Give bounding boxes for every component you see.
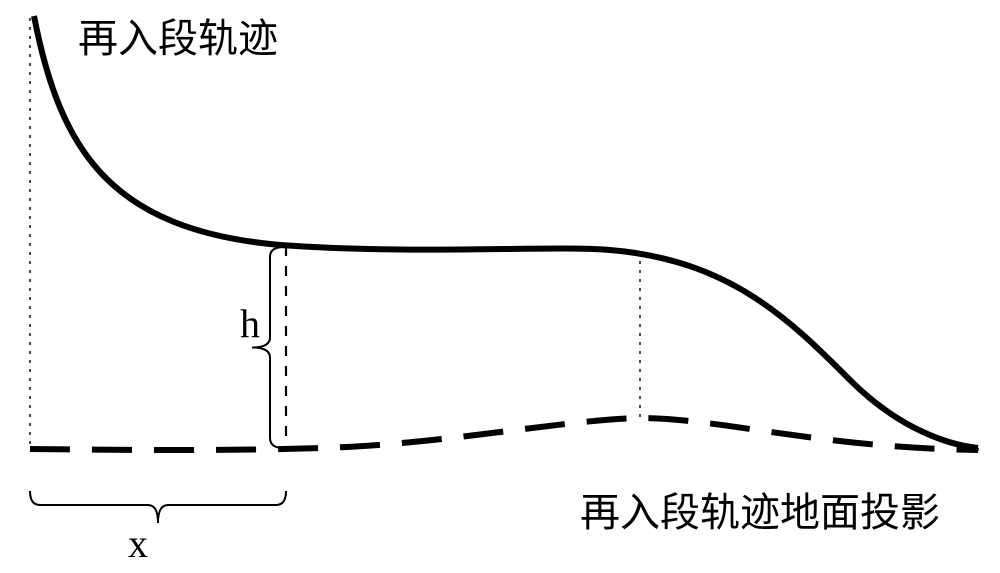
ground-projection-curve: [30, 418, 978, 450]
brace-x: [30, 491, 286, 523]
label-trajectory: 再入段轨迹: [78, 6, 278, 64]
label-h: h: [240, 300, 260, 347]
label-x: x: [128, 520, 148, 567]
trajectory-curve: [34, 16, 978, 448]
label-ground-projection: 再入段轨迹地面投影: [580, 480, 940, 538]
brace-h: [252, 247, 284, 448]
